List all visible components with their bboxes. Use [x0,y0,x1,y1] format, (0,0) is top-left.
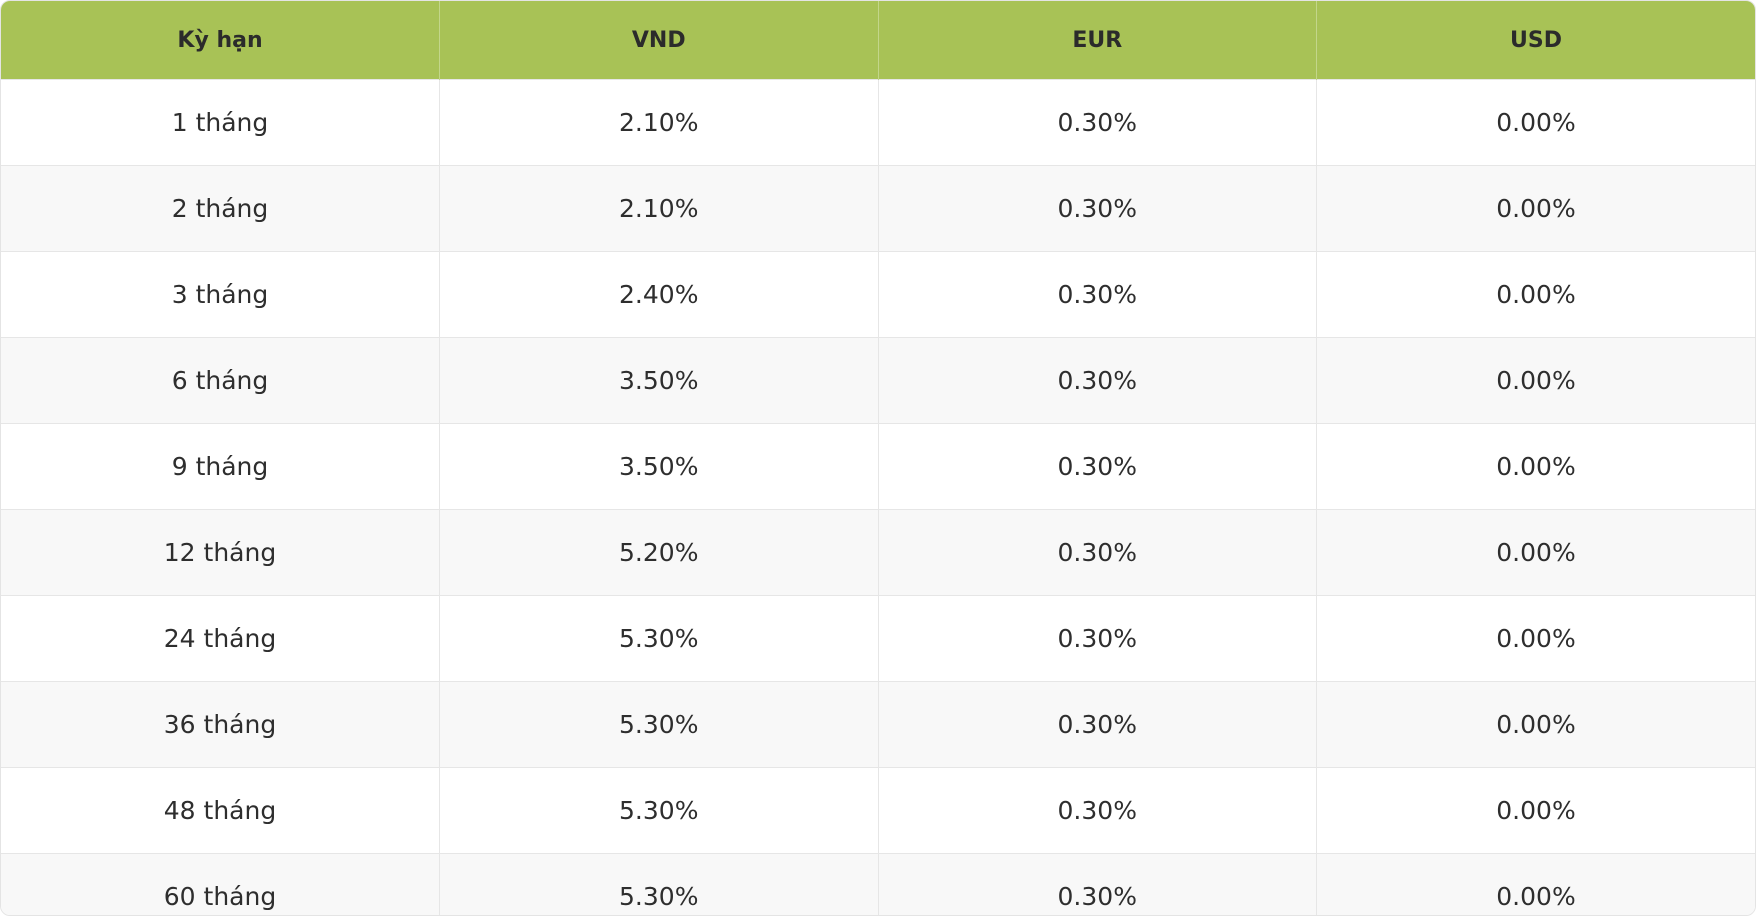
rate-cell: 0.30% [878,251,1317,338]
rate-cell: 0.00% [1316,79,1755,166]
table-row: 36 tháng 5.30% 0.30% 0.00% [1,681,1755,768]
table-row: 48 tháng 5.30% 0.30% 0.00% [1,767,1755,854]
rate-cell: 5.20% [439,509,879,596]
term-cell: 24 tháng [1,595,440,682]
rate-cell: 0.30% [878,337,1317,424]
rate-cell: 0.30% [878,681,1317,768]
header-row: Kỳ hạn VND EUR USD [1,1,1755,80]
term-cell: 12 tháng [1,509,440,596]
rate-cell: 0.00% [1316,251,1755,338]
rate-cell: 5.30% [439,681,879,768]
rate-cell: 2.10% [439,165,879,252]
table-row: 2 tháng 2.10% 0.30% 0.00% [1,165,1755,252]
table-row: 3 tháng 2.40% 0.30% 0.00% [1,251,1755,338]
rate-cell: 0.30% [878,595,1317,682]
term-cell: 36 tháng [1,681,440,768]
rate-cell: 0.30% [878,165,1317,252]
rate-cell: 5.30% [439,595,879,682]
header-cell: USD [1316,1,1755,80]
header-cell: EUR [878,1,1317,80]
rate-cell: 0.00% [1316,681,1755,768]
rate-cell: 0.00% [1316,853,1755,915]
table-row: 9 tháng 3.50% 0.30% 0.00% [1,423,1755,510]
term-cell: 1 tháng [1,79,440,166]
table-body: 1 tháng 2.10% 0.30% 0.00% 2 tháng 2.10% 0.30% 0… [1,79,1755,915]
header-cell: VND [439,1,879,80]
rate-cell: 0.30% [878,79,1317,166]
rate-cell: 0.00% [1316,595,1755,682]
rate-cell: 0.00% [1316,165,1755,252]
rate-cell: 0.30% [878,767,1317,854]
table-row: 12 tháng 5.20% 0.30% 0.00% [1,509,1755,596]
rate-cell: 3.50% [439,423,879,510]
rate-cell: 0.00% [1316,767,1755,854]
term-cell: 2 tháng [1,165,440,252]
table-row: 60 tháng 5.30% 0.30% 0.00% [1,853,1755,915]
term-cell: 3 tháng [1,251,440,338]
header-cell: Kỳ hạn [1,1,440,80]
term-cell: 9 tháng [1,423,440,510]
rate-cell: 0.30% [878,509,1317,596]
term-cell: 48 tháng [1,767,440,854]
table-row: 6 tháng 3.50% 0.30% 0.00% [1,337,1755,424]
rate-cell: 3.50% [439,337,879,424]
term-cell: 60 tháng [1,853,440,915]
table-row: 24 tháng 5.30% 0.30% 0.00% [1,595,1755,682]
rate-cell: 5.30% [439,767,879,854]
table-row: 1 tháng 2.10% 0.30% 0.00% [1,79,1755,166]
rate-cell: 0.00% [1316,423,1755,510]
rate-cell: 0.00% [1316,337,1755,424]
rate-cell: 0.30% [878,853,1317,915]
rate-cell: 5.30% [439,853,879,915]
rate-cell: 0.00% [1316,509,1755,596]
rate-cell: 0.30% [878,423,1317,510]
term-cell: 6 tháng [1,337,440,424]
rate-cell: 2.10% [439,79,879,166]
table-head: Kỳ hạn VND EUR USD [1,1,1755,80]
rate-cell: 2.40% [439,251,879,338]
